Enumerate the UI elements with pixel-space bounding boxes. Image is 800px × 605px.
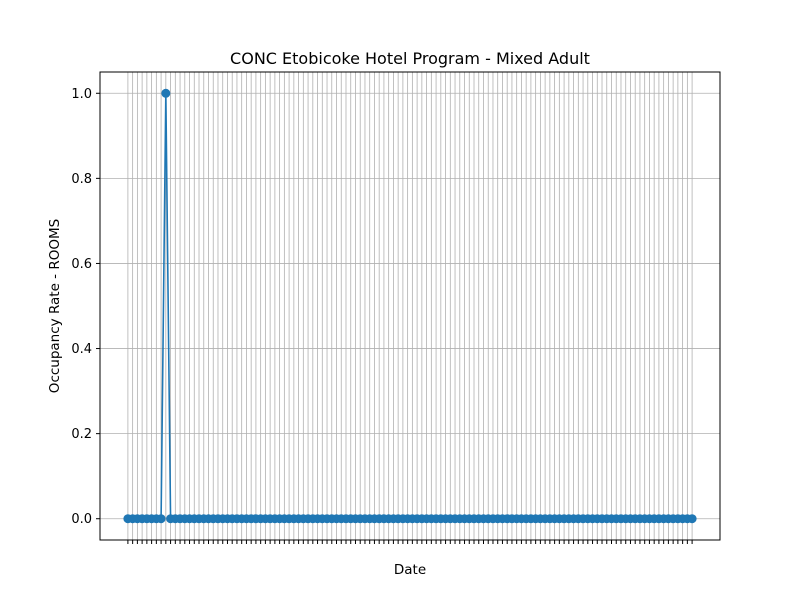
- x-axis-label: Date: [394, 562, 426, 578]
- grid-layer: [100, 72, 720, 540]
- y-tick-label: 0.2: [71, 427, 92, 442]
- y-tick-label: 0.4: [71, 342, 92, 357]
- y-axis: 0.0 0.2 0.4 0.6 0.8 1.0: [71, 87, 100, 527]
- y-tick-label: 0.6: [71, 257, 92, 272]
- data-point: [687, 514, 697, 524]
- plot-frame: [99, 71, 721, 541]
- data-point: [156, 514, 166, 524]
- data-point: [161, 88, 171, 98]
- y-tick-label: 0.0: [71, 512, 92, 527]
- x-axis: [127, 540, 693, 544]
- chart-title: CONC Etobicoke Hotel Program - Mixed Adu…: [230, 49, 590, 68]
- y-axis-label: Occupancy Rate - ROOMS: [47, 219, 63, 393]
- y-tick-label: 1.0: [71, 87, 92, 102]
- data-layer: [123, 88, 697, 524]
- y-tick-label: 0.8: [71, 172, 92, 187]
